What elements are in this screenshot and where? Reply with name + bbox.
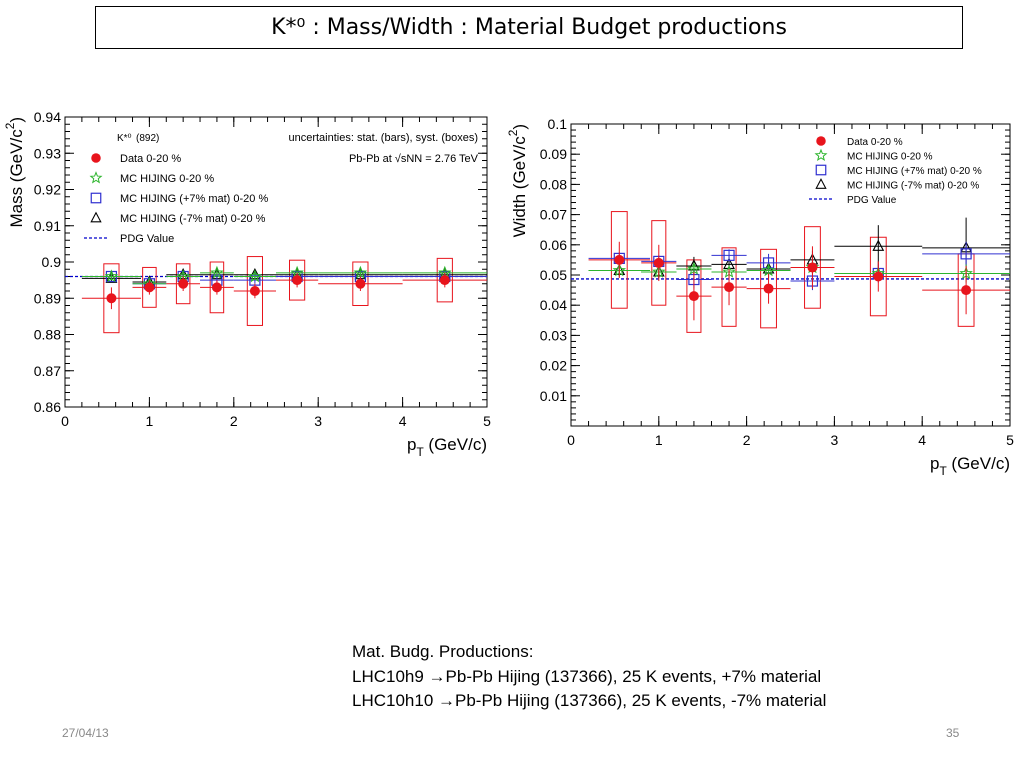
slide-title: K*⁰ : Mass/Width : Material Budget produ…	[95, 6, 963, 49]
y-tick-label: 0.91	[34, 218, 61, 234]
data-point-circle	[178, 278, 189, 289]
legend-marker	[90, 211, 102, 223]
notes-line-lhc10h9: LHC10h9 →Pb-Pb Hijing (137366), 25 K eve…	[352, 666, 822, 686]
y-tick-label: 0.06	[540, 237, 567, 253]
y-tick-label: 0.87	[34, 363, 61, 379]
data-point-circle	[292, 275, 303, 286]
legend-label: MC HIJING (+7% mat) 0-20 %	[847, 166, 982, 177]
y-tick-label: 0.94	[34, 109, 61, 125]
legend-label: PDG Value	[120, 233, 174, 245]
data-point-star	[210, 265, 224, 279]
y-tick-label: 0.09	[540, 146, 567, 162]
y-tick-label: 0.07	[540, 207, 567, 223]
production-notes: Mat. Budg. Productions: LHC10h9 →Pb-Pb H…	[352, 640, 826, 714]
data-point-circle	[763, 283, 774, 294]
y-tick-label: 0.08	[540, 176, 567, 192]
x-tick-label: 4	[918, 432, 926, 448]
data-point-circle	[724, 282, 735, 293]
notes-line-lhc10h10: LHC10h10 →Pb-Pb Hijing (137366), 25 K ev…	[352, 691, 827, 710]
x-tick-label: 0	[567, 432, 575, 448]
data-point-triangle	[872, 239, 885, 251]
notes-heading: Mat. Budg. Productions:	[352, 642, 534, 661]
y-tick-label: 0.88	[34, 327, 61, 343]
legend-marker	[814, 148, 828, 162]
data-point-circle	[873, 271, 884, 282]
header-collision-system: Pb-Pb at √sNN = 2.76 TeV	[349, 153, 479, 165]
y-tick-label: 0.93	[34, 145, 61, 161]
data-point-star	[353, 265, 368, 279]
x-tick-label: 1	[655, 432, 663, 448]
x-tick-label: 5	[483, 413, 491, 429]
legend-marker	[89, 171, 103, 184]
legend-label: MC HIJING (-7% mat) 0-20 %	[847, 181, 979, 192]
y-tick-label: 0.05	[540, 267, 567, 283]
y-tick-label: 0.86	[34, 399, 61, 415]
legend-label: MC HIJING (-7% mat) 0-20 %	[120, 213, 266, 225]
data-point-circle	[614, 254, 625, 265]
y-tick-label: 0.03	[540, 327, 567, 343]
legend-label: MC HIJING 0-20 %	[847, 152, 933, 163]
x-tick-label: 2	[743, 432, 751, 448]
data-point-circle	[211, 282, 222, 293]
y-axis-title: Mass (GeV/c2)	[3, 117, 26, 228]
header-uncertainty-note: uncertainties: stat. (bars), syst. (boxe…	[288, 132, 478, 144]
x-tick-label: 3	[314, 413, 322, 429]
data-point-circle	[807, 262, 818, 273]
x-tick-label: 3	[831, 432, 839, 448]
y-axis-title: Width (GeV/c2)	[506, 124, 529, 237]
y-tick-label: 0.04	[540, 297, 567, 313]
y-tick-label: 0.01	[540, 388, 567, 404]
x-tick-label: 4	[399, 413, 407, 429]
legend-label: PDG Value	[847, 195, 897, 206]
slide-date: 27/04/13	[62, 726, 109, 740]
legend-label: MC HIJING (+7% mat) 0-20 %	[120, 193, 268, 205]
legend-marker	[815, 178, 827, 189]
header-particle-mass: (892)	[136, 133, 159, 144]
data-point-star	[104, 269, 119, 283]
mass-chart: 0.86 0.87 0.88 0.89 0.9 0.91 0.92 0.93 0.94 0 1 2 3 4…	[3, 109, 491, 459]
slide-page-number: 35	[946, 726, 960, 740]
y-tick-label: 0.89	[34, 290, 61, 306]
data-point-circle	[249, 286, 260, 296]
data-point-circle	[144, 282, 155, 293]
header-particle-label: K*⁰	[117, 133, 132, 144]
y-tick-label: 0.1	[548, 116, 568, 132]
data-point-circle	[439, 275, 450, 286]
legend-marker	[815, 164, 827, 176]
y-tick-label: 0.02	[540, 358, 567, 374]
x-tick-label: 0	[61, 413, 69, 429]
data-point-circle	[688, 291, 699, 302]
y-tick-label: 0.92	[34, 182, 61, 198]
legend-label: Data 0-20 %	[847, 137, 903, 148]
data-point-star	[761, 263, 776, 277]
data-point-circle	[106, 293, 117, 304]
x-tick-label: 1	[146, 413, 154, 429]
x-tick-label: 5	[1006, 432, 1014, 448]
x-axis-title: pT (GeV/c)	[930, 454, 1010, 478]
data-point-square	[960, 248, 972, 260]
data-point-circle	[653, 257, 664, 268]
x-axis-title: pT (GeV/c)	[407, 435, 487, 459]
legend-marker	[91, 153, 101, 163]
legend-marker	[816, 136, 826, 146]
legend-marker	[90, 192, 102, 204]
data-point-star	[248, 269, 262, 283]
data-point-star	[687, 261, 701, 275]
legend-label: Data 0-20 %	[120, 153, 181, 165]
legend-label: MC HIJING 0-20 %	[120, 173, 214, 185]
y-tick-label: 0.9	[42, 254, 62, 270]
data-point-circle	[961, 285, 972, 296]
width-chart: 0.01 0.02 0.03 0.04 0.05 0.06 0.07 0.08 0.09 0.1 0…	[506, 116, 1014, 478]
data-point-circle	[355, 278, 366, 289]
data-point-square	[723, 249, 735, 261]
x-tick-label: 2	[230, 413, 238, 429]
